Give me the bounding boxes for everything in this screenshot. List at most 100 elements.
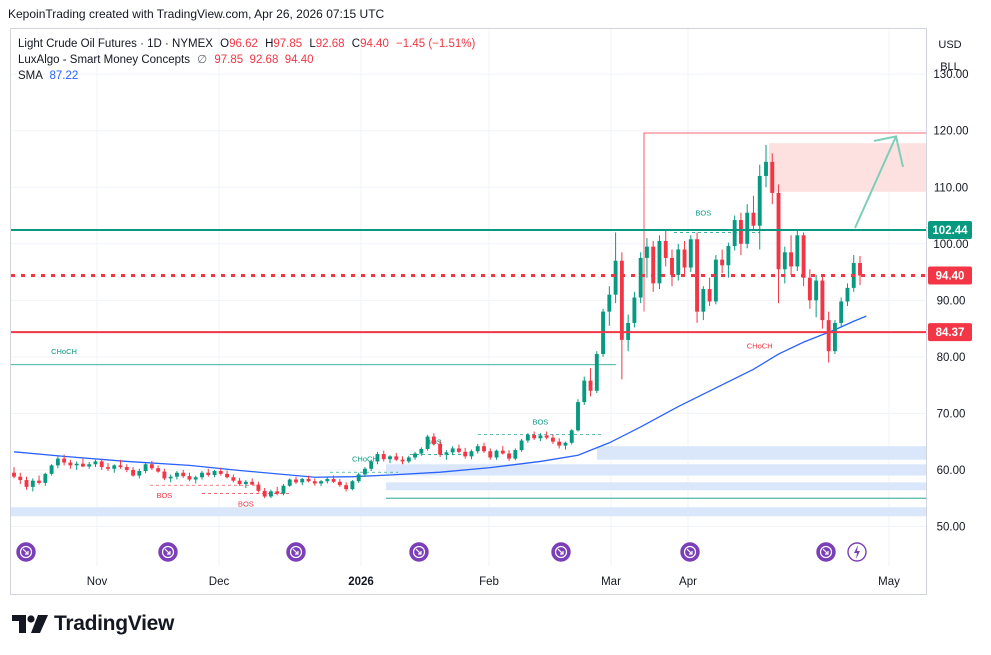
sma-name[interactable]: SMA	[18, 70, 43, 82]
candle-body	[419, 448, 424, 454]
candle-body	[231, 477, 236, 481]
candle	[406, 455, 411, 464]
candle	[557, 438, 562, 449]
event-flash-icon[interactable]	[847, 542, 867, 562]
high-label: H	[265, 38, 274, 50]
candle	[450, 446, 455, 456]
candle	[62, 454, 67, 466]
candle	[344, 482, 349, 492]
price-tick-label: 70.00	[937, 408, 966, 420]
candle-body	[726, 246, 731, 266]
candle	[294, 476, 298, 485]
candle-body	[576, 402, 580, 431]
candle-body	[832, 322, 837, 352]
candle	[174, 471, 179, 480]
candle-body	[494, 450, 499, 458]
candle-body	[619, 260, 624, 340]
candle	[388, 455, 392, 464]
candle	[331, 475, 336, 483]
candle-body	[112, 465, 117, 469]
candle-body	[206, 472, 211, 475]
candle	[795, 229, 800, 271]
candle	[751, 195, 756, 230]
candle-body	[532, 434, 537, 439]
arrow-ring	[19, 545, 33, 559]
structure-label: CHoCH	[747, 341, 773, 350]
arrow-glyph	[22, 548, 29, 555]
candle	[456, 444, 461, 454]
candle	[663, 229, 668, 267]
candle	[168, 474, 173, 483]
currency-label[interactable]: USD	[938, 39, 962, 51]
indicator-name[interactable]: LuxAlgo - Smart Money Concepts	[18, 54, 190, 66]
arrow-glyph	[557, 548, 564, 555]
change-value: −1.45 (−1.51%)	[396, 38, 476, 50]
event-arrow-icon[interactable]	[409, 542, 429, 562]
candle-body	[275, 491, 280, 494]
candle-body	[789, 252, 794, 267]
candle	[206, 468, 211, 477]
projection-arrow-head-icon	[873, 135, 904, 168]
legend-symbol-row: Light Crude Oil Futures · 1D · NYMEX O96…	[18, 36, 475, 52]
candle	[544, 431, 549, 440]
candle	[688, 235, 693, 273]
candle-body	[776, 192, 781, 270]
candle	[851, 255, 856, 292]
arrow-ring	[412, 545, 426, 559]
candle-body	[137, 471, 142, 476]
price-tick-label: 60.00	[937, 465, 966, 477]
candle	[701, 286, 706, 321]
event-arrow-icon[interactable]	[680, 542, 700, 562]
candle	[12, 467, 16, 479]
price-axis: 50.00 60.00 70.00 80.00 90.00 100.00 110.00 120…	[928, 69, 972, 533]
candle-body	[751, 212, 756, 226]
unit-selector[interactable]: USD BLL	[932, 34, 968, 78]
candle-body	[350, 481, 355, 490]
candle-body	[149, 464, 154, 469]
footer-brand: TradingView	[12, 612, 174, 636]
candle-body	[563, 442, 568, 446]
candle	[118, 459, 123, 469]
candle-body	[30, 480, 35, 487]
time-tick-label: 2026	[348, 576, 374, 588]
candle-body	[488, 451, 493, 458]
candle	[356, 472, 361, 483]
candle-body	[845, 287, 850, 302]
tradingview-logo-icon	[12, 615, 48, 633]
symbol-name[interactable]: Light Crude Oil Futures · 1D · NYMEX	[18, 38, 213, 50]
candle	[519, 438, 524, 452]
candle	[670, 249, 674, 287]
candle-body	[24, 480, 29, 487]
candle-body	[663, 240, 668, 258]
structure-lines: BOSBOSCHoCHBOSBOSBOSCHoCHCHoCH	[11, 132, 926, 509]
candle	[807, 269, 812, 309]
candle-body	[131, 469, 136, 476]
price-chart[interactable]: BOSBOSCHoCHBOSBOSBOSCHoCHCHoCH 50.0060.0…	[0, 0, 991, 600]
event-arrow-icon[interactable]	[551, 542, 571, 562]
event-arrow-icon[interactable]	[816, 542, 836, 562]
candle-body	[438, 443, 443, 455]
arrow-glyph	[164, 548, 171, 555]
candle	[80, 458, 85, 468]
candle	[30, 478, 35, 492]
event-arrow-icon[interactable]	[158, 542, 178, 562]
candle-body	[74, 463, 79, 466]
candle	[425, 434, 430, 451]
chart-credit: KepoinTrading created with TradingView.c…	[8, 7, 385, 21]
candle-body	[676, 249, 681, 275]
close-label: C	[351, 38, 361, 50]
candle-body	[713, 259, 718, 302]
candle-body	[325, 478, 330, 482]
candle-body	[124, 467, 129, 470]
indicator-values: 97.85 92.68 94.40	[214, 54, 314, 66]
candle-body	[632, 297, 637, 323]
candle-body	[613, 260, 618, 295]
candle	[764, 144, 768, 188]
candle	[638, 252, 643, 304]
chart-legend: Light Crude Oil Futures · 1D · NYMEX O96…	[18, 36, 475, 84]
arrow-glyph	[415, 548, 422, 555]
event-arrow-icon[interactable]	[16, 542, 36, 562]
event-arrow-icon[interactable]	[286, 542, 306, 562]
candle-body	[281, 485, 286, 494]
unit-label[interactable]: BLL	[940, 61, 960, 73]
